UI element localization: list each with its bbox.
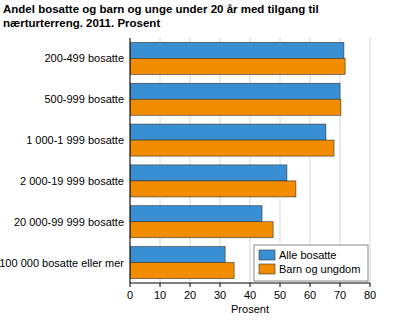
tick <box>250 283 251 287</box>
legend-label: Alle bosatte <box>279 249 336 261</box>
grid-line <box>250 38 251 283</box>
tick-label: 60 <box>304 289 316 301</box>
grid-line <box>130 38 131 283</box>
bar <box>130 58 345 74</box>
tick <box>340 283 341 287</box>
bar <box>130 222 273 238</box>
legend-swatch <box>259 250 275 260</box>
bars <box>130 42 345 278</box>
bar <box>130 263 234 279</box>
title: Andel bosatte og barn og unge under 20 å… <box>3 3 319 29</box>
tick <box>280 283 281 287</box>
bar <box>130 83 340 99</box>
tick-label: 70 <box>334 289 346 301</box>
bar <box>130 99 341 115</box>
bar <box>130 42 344 58</box>
grid-line <box>160 38 161 283</box>
title-line: Andel bosatte og barn og unge under 20 å… <box>3 3 319 15</box>
category-label: 20 000-99 999 bosatte <box>14 216 124 228</box>
tick-label: 40 <box>244 289 256 301</box>
tick <box>130 283 131 287</box>
axis-label: Prosent <box>231 303 269 315</box>
tick <box>220 283 221 287</box>
tick <box>190 283 191 287</box>
tick-label: 80 <box>364 289 376 301</box>
category-label: 100 000 bosatte eller mer <box>0 257 124 269</box>
tick-label: 50 <box>274 289 286 301</box>
legend-label: Barn og ungdom <box>279 263 360 275</box>
bar <box>130 124 326 140</box>
category-label: 500-999 bosatte <box>44 93 124 105</box>
category-label: 200-499 bosatte <box>44 52 124 64</box>
tick-label: 20 <box>184 289 196 301</box>
tick-label: 10 <box>154 289 166 301</box>
category-label: 1 000-1 999 bosatte <box>26 134 124 146</box>
tick <box>370 283 371 287</box>
axis-line <box>130 283 370 284</box>
tick <box>160 283 161 287</box>
legend-box <box>254 245 368 281</box>
legend-swatch <box>259 264 275 274</box>
chart: Andel bosatte og barn og unge under 20 å… <box>0 0 400 320</box>
title-line: nærturterreng. 2011. Prosent <box>3 17 160 29</box>
bar <box>130 247 225 263</box>
grid-line <box>190 38 191 283</box>
bar <box>130 140 334 156</box>
tick <box>310 283 311 287</box>
category-label: 2 000-19 999 bosatte <box>20 175 124 187</box>
bar <box>130 206 262 222</box>
grid-line <box>370 38 371 283</box>
axis-line <box>130 38 131 283</box>
tick-label: 0 <box>127 289 133 301</box>
bar <box>130 165 287 181</box>
bar <box>130 181 296 197</box>
grid-line <box>220 38 221 283</box>
tick-label: 30 <box>214 289 226 301</box>
